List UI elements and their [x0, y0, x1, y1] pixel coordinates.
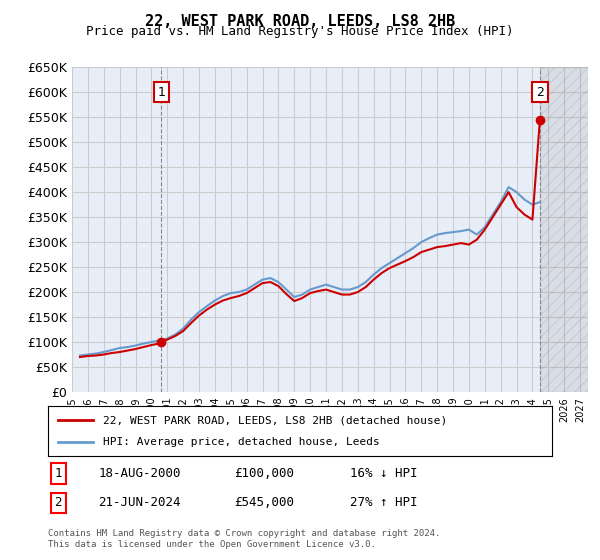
Text: 1: 1 — [157, 86, 165, 99]
Text: Contains HM Land Registry data © Crown copyright and database right 2024.
This d: Contains HM Land Registry data © Crown c… — [48, 529, 440, 549]
Text: 22, WEST PARK ROAD, LEEDS, LS8 2HB (detached house): 22, WEST PARK ROAD, LEEDS, LS8 2HB (deta… — [103, 415, 448, 425]
Text: Price paid vs. HM Land Registry's House Price Index (HPI): Price paid vs. HM Land Registry's House … — [86, 25, 514, 38]
Text: £100,000: £100,000 — [235, 467, 295, 480]
Text: £545,000: £545,000 — [235, 497, 295, 510]
Text: 27% ↑ HPI: 27% ↑ HPI — [350, 497, 418, 510]
Text: 2: 2 — [536, 86, 544, 99]
Text: HPI: Average price, detached house, Leeds: HPI: Average price, detached house, Leed… — [103, 437, 380, 447]
Bar — [540, 67, 588, 392]
Text: 18-AUG-2000: 18-AUG-2000 — [98, 467, 181, 480]
Text: 21-JUN-2024: 21-JUN-2024 — [98, 497, 181, 510]
Text: 1: 1 — [55, 467, 62, 480]
Text: 2: 2 — [55, 497, 62, 510]
Text: 22, WEST PARK ROAD, LEEDS, LS8 2HB: 22, WEST PARK ROAD, LEEDS, LS8 2HB — [145, 14, 455, 29]
Text: 16% ↓ HPI: 16% ↓ HPI — [350, 467, 418, 480]
